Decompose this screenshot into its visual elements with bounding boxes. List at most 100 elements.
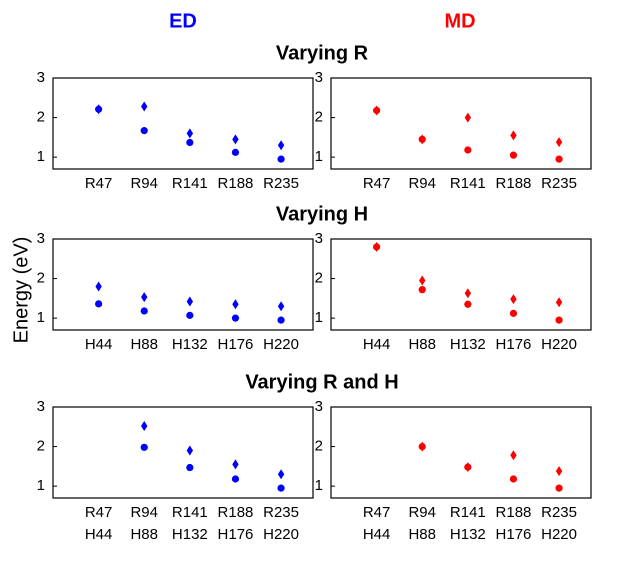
- y-tick-label: 1: [315, 148, 323, 165]
- row-title: Varying H: [276, 203, 368, 225]
- diamond-point: [141, 101, 148, 112]
- x-tick-label: H220: [541, 336, 577, 353]
- x-tick-label: R94: [130, 175, 158, 192]
- x-tick-label: H44: [85, 526, 113, 543]
- x-tick-label: H176: [496, 336, 532, 353]
- circle-point: [555, 316, 563, 324]
- diamond-point: [373, 105, 380, 116]
- y-tick-label: 1: [37, 148, 45, 165]
- circle-point: [418, 286, 426, 294]
- axes-frame: [52, 77, 314, 170]
- circle-point: [555, 484, 563, 492]
- x-tick-label: R235: [263, 504, 299, 521]
- circle-point: [231, 314, 240, 322]
- axes-frame: [52, 406, 314, 499]
- diamond-point: [510, 294, 517, 305]
- diamond-point: [186, 445, 194, 456]
- x-tick-label: R94: [408, 504, 436, 521]
- x-tick-label: R188: [218, 504, 254, 521]
- circle-point: [509, 475, 518, 483]
- x-tick-label: R188: [218, 175, 254, 192]
- diamond-point: [186, 128, 194, 139]
- x-tick-label: R47: [363, 175, 391, 192]
- diamond-point: [277, 301, 285, 312]
- x-tick-label: R141: [172, 175, 208, 192]
- diamond-point: [141, 420, 148, 431]
- x-tick-label: H220: [541, 526, 577, 543]
- circle-point: [231, 475, 240, 483]
- x-tick-label: H220: [263, 526, 299, 543]
- diamond-point: [555, 137, 563, 148]
- x-tick-label: H44: [85, 336, 113, 353]
- diamond-point: [464, 112, 472, 123]
- x-tick-label: R235: [541, 504, 577, 521]
- axes-frame: [330, 77, 592, 170]
- x-tick-label: H88: [130, 526, 158, 543]
- x-tick-label: H88: [408, 526, 436, 543]
- row-title: Varying R and H: [245, 371, 398, 393]
- diamond-point: [95, 104, 102, 115]
- y-tick-label: 3: [37, 69, 45, 86]
- circle-point: [186, 311, 194, 319]
- circle-point: [509, 309, 518, 317]
- x-tick-label: R235: [263, 175, 299, 192]
- circle-point: [140, 127, 148, 135]
- circle-point: [95, 300, 103, 308]
- y-tick-label: 1: [37, 309, 45, 326]
- diamond-point: [373, 241, 380, 252]
- x-tick-label: R188: [496, 175, 532, 192]
- circle-point: [140, 307, 148, 315]
- x-tick-label: H44: [363, 526, 391, 543]
- x-tick-label: R188: [496, 504, 532, 521]
- circle-point: [140, 443, 148, 451]
- x-tick-label: R94: [408, 175, 436, 192]
- circle-point: [277, 484, 285, 492]
- x-tick-label: R141: [172, 504, 208, 521]
- axes-frame: [330, 406, 592, 499]
- x-tick-label: H132: [172, 336, 208, 353]
- y-tick-label: 2: [315, 270, 323, 287]
- diamond-point: [510, 450, 517, 461]
- x-tick-label: H44: [363, 336, 391, 353]
- y-tick-label: 1: [37, 477, 45, 494]
- diamond-point: [555, 466, 563, 477]
- x-tick-label: H132: [172, 526, 208, 543]
- y-tick-label: 2: [37, 109, 45, 126]
- y-tick-label: 3: [37, 230, 45, 247]
- diamond-point: [419, 275, 426, 286]
- x-tick-label: R47: [85, 175, 113, 192]
- x-tick-label: H88: [130, 336, 158, 353]
- y-tick-label: 2: [315, 109, 323, 126]
- x-tick-label: R94: [130, 504, 158, 521]
- y-tick-label: 3: [37, 398, 45, 415]
- y-axis-label: Energy (eV): [10, 237, 32, 344]
- x-tick-label: H88: [408, 336, 436, 353]
- x-tick-label: R235: [541, 175, 577, 192]
- circle-point: [277, 316, 285, 324]
- column-title: MD: [444, 10, 475, 32]
- y-tick-label: 2: [37, 270, 45, 287]
- row-title: Varying R: [276, 42, 369, 64]
- circle-point: [464, 146, 472, 154]
- diamond-point: [419, 441, 426, 452]
- circle-point: [277, 155, 285, 163]
- circle-point: [464, 300, 472, 308]
- diamond-point: [464, 462, 472, 473]
- circle-point: [186, 138, 194, 147]
- diamond-point: [186, 296, 194, 307]
- circle-point: [231, 148, 240, 156]
- x-tick-label: H176: [496, 526, 532, 543]
- y-tick-label: 3: [315, 398, 323, 415]
- x-tick-label: R47: [363, 504, 391, 521]
- circle-point: [555, 155, 563, 163]
- y-tick-label: 1: [315, 309, 323, 326]
- x-tick-label: H176: [218, 336, 254, 353]
- diamond-point: [277, 469, 285, 480]
- diamond-point: [419, 134, 426, 145]
- x-tick-label: H132: [450, 336, 486, 353]
- circle-point: [186, 463, 194, 472]
- diamond-point: [464, 288, 472, 299]
- diamond-point: [277, 140, 285, 151]
- diamond-point: [510, 130, 517, 141]
- x-tick-label: R47: [85, 504, 113, 521]
